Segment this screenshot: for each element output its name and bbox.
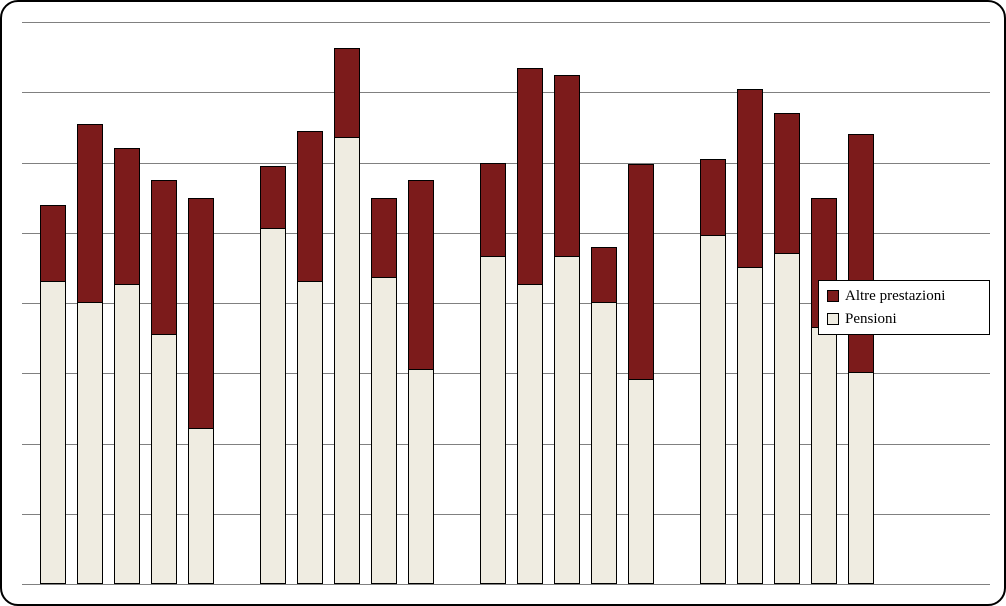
legend-label-altre: Altre prestazioni (845, 285, 945, 308)
legend-label-pensioni: Pensioni (845, 308, 897, 331)
bar-segment-altre (260, 166, 286, 229)
bar (371, 198, 397, 584)
bar-segment-altre (40, 205, 66, 282)
plot-area: Altre prestazioni Pensioni (22, 22, 990, 584)
bar (480, 163, 506, 585)
bar-segment-altre (408, 180, 434, 370)
bar (297, 131, 323, 584)
bar (334, 48, 360, 584)
bar-segment-pensioni (591, 303, 617, 584)
bar-segment-altre (151, 180, 177, 335)
bar (77, 124, 103, 584)
bar-segment-pensioni (297, 282, 323, 584)
bar (628, 164, 654, 584)
bar (554, 75, 580, 584)
bar-segment-pensioni (77, 303, 103, 584)
bar (774, 113, 800, 584)
bar-segment-altre (480, 163, 506, 258)
bar-segment-altre (554, 75, 580, 258)
bar (517, 68, 543, 584)
bar (151, 180, 177, 584)
bar-segment-pensioni (40, 282, 66, 584)
legend-item-pensioni: Pensioni (827, 308, 981, 331)
bar-segment-altre (774, 113, 800, 254)
bar-segment-pensioni (408, 370, 434, 584)
bar (811, 198, 837, 584)
bar-segment-pensioni (260, 229, 286, 584)
bar-segment-altre (188, 198, 214, 430)
bar (260, 166, 286, 584)
bar-segment-altre (334, 48, 360, 138)
chart-frame: Altre prestazioni Pensioni (0, 0, 1006, 606)
bar-segment-pensioni (371, 278, 397, 584)
bar-segment-altre (737, 89, 763, 268)
bar-segment-pensioni (774, 254, 800, 584)
legend-item-altre: Altre prestazioni (827, 285, 981, 308)
bar-segment-pensioni (334, 138, 360, 584)
bar-segment-pensioni (480, 257, 506, 584)
bar-segment-pensioni (188, 429, 214, 584)
bar (848, 134, 874, 584)
bar (188, 198, 214, 584)
bar-segment-altre (848, 134, 874, 373)
bar-segment-pensioni (151, 335, 177, 584)
bar-segment-altre (517, 68, 543, 286)
legend-swatch-altre (827, 290, 839, 302)
bar-segment-altre (371, 198, 397, 278)
bar (114, 148, 140, 584)
bar-segment-altre (114, 148, 140, 285)
legend-swatch-pensioni (827, 313, 839, 325)
bar-segment-altre (297, 131, 323, 282)
bar-segment-pensioni (554, 257, 580, 584)
bar-segment-pensioni (737, 268, 763, 584)
bar (408, 180, 434, 584)
bar-segment-altre (628, 164, 654, 380)
bar (591, 247, 617, 584)
bar-segment-pensioni (811, 328, 837, 584)
legend: Altre prestazioni Pensioni (818, 280, 990, 335)
baseline (22, 584, 990, 585)
bar-segment-altre (591, 247, 617, 303)
bar-segment-pensioni (700, 236, 726, 584)
bar (737, 89, 763, 584)
bar-segment-pensioni (628, 380, 654, 584)
bar-segment-pensioni (114, 285, 140, 584)
bar (700, 159, 726, 584)
bar-segment-altre (700, 159, 726, 236)
bar (40, 205, 66, 584)
bar-segment-pensioni (848, 373, 874, 584)
bar-segment-pensioni (517, 285, 543, 584)
bar-segment-altre (77, 124, 103, 303)
